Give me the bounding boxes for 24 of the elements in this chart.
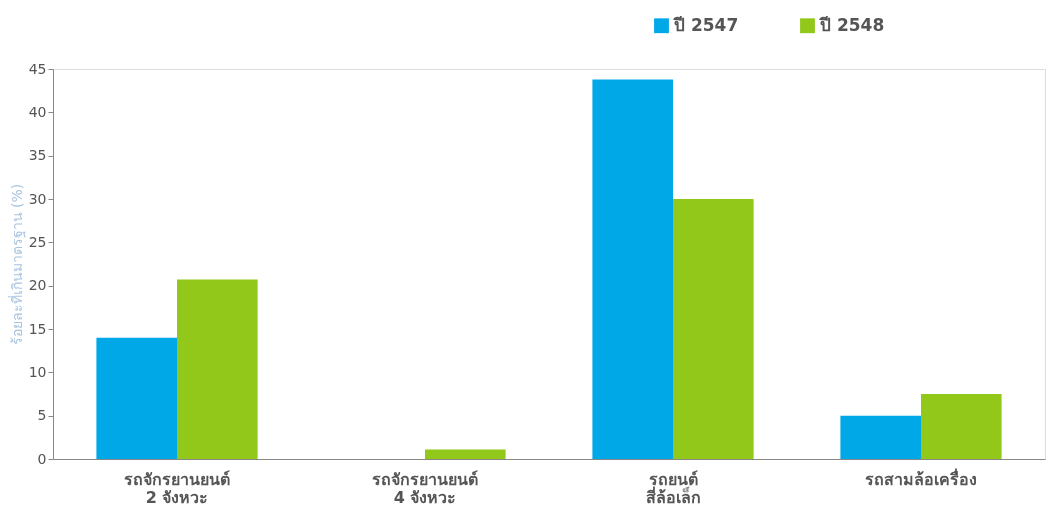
bar [921,394,1002,459]
legend-label: ปี 2547 [673,14,739,35]
x-tick-label: รถจักรยานยนต์ 4 จังหวะ [372,469,478,507]
bar [673,199,754,459]
y-tick-label: 25 [28,233,47,250]
x-tick-label: รถยนต์ สี่ล้อเล็ก [645,469,701,507]
bar [96,337,177,459]
y-tick-label: 35 [28,147,47,164]
x-tick-label: รถสามล้อเครื่อง [865,467,977,489]
y-tick-label: 0 [37,450,47,467]
y-tick-label: 5 [37,407,47,424]
y-tick-label: 10 [28,363,47,380]
y-tick-label: 45 [28,60,47,77]
y-tick-label: 30 [28,190,47,207]
y-tick-label: 15 [28,320,47,337]
bar [592,79,673,459]
bar [177,279,258,459]
legend-label: ปี 2548 [819,14,885,35]
bar [840,415,921,459]
y-tick-label: 40 [28,103,47,120]
y-axis-title: ร้อยละที่เกินมาตรฐาน (%) [7,183,26,346]
y-tick-label: 20 [28,277,47,294]
bar [425,449,506,459]
x-tick-label: รถจักรยานยนต์ 2 จังหวะ [124,469,230,507]
